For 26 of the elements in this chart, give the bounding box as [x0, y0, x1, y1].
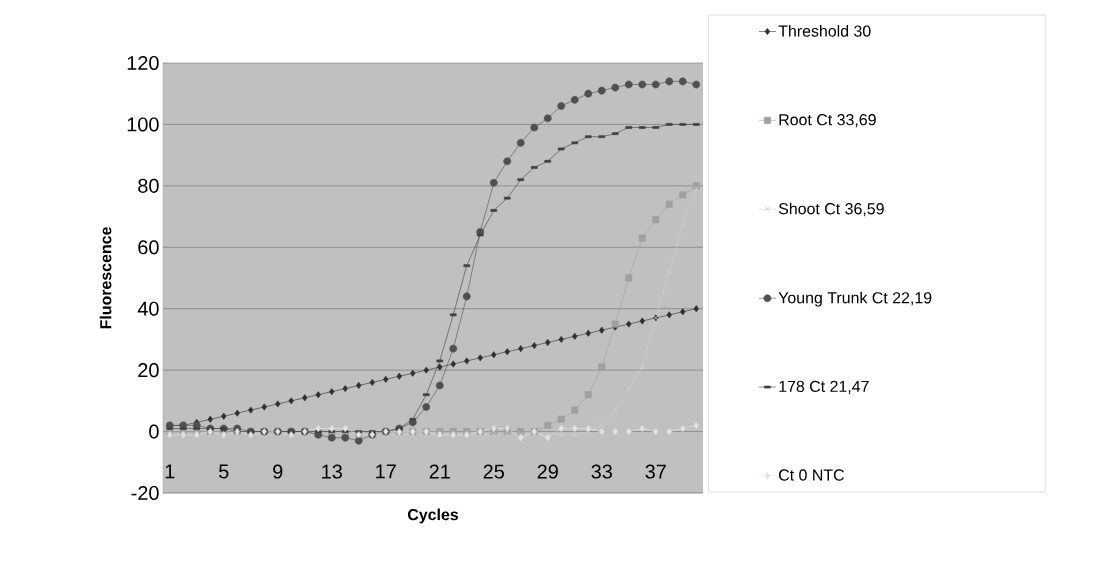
x-tick-label: 21	[429, 464, 450, 479]
x-tick-label: 37	[645, 464, 666, 479]
legend-label: Ct 0 NTC	[779, 469, 845, 481]
y-tick-label: 0	[149, 424, 159, 439]
x-tick-label: 29	[537, 464, 558, 479]
x-tick-label: 17	[376, 464, 396, 479]
y-tick-label: 20	[138, 363, 159, 378]
x-tick-label: 5	[219, 464, 229, 479]
x-tick-label: 13	[322, 464, 342, 479]
y-tick-label: 120	[127, 55, 159, 71]
x-tick-label: 33	[591, 464, 612, 479]
y-tick-label: 60	[138, 240, 159, 255]
x-tick-label: 1	[165, 464, 175, 479]
legend-label: Shoot Ct 36,59	[778, 202, 884, 217]
x-tick-label: 25	[483, 464, 504, 479]
x-axis-title: Cycles	[407, 508, 459, 524]
y-tick-label: -20	[131, 485, 159, 501]
legend-label: Threshold 30	[778, 25, 871, 37]
legend-label: 178 Ct 21,47	[779, 380, 869, 394]
y-tick-label: 40	[137, 301, 159, 316]
y-axis-title: Fluorescence	[99, 227, 112, 329]
legend-label: Root Ct 33,69	[779, 114, 876, 128]
legend-label: Young Trunk Ct 22,19	[778, 291, 932, 307]
y-tick-label: 100	[127, 117, 159, 132]
x-tick-label: 9	[273, 464, 283, 479]
y-tick-label: 80	[138, 178, 159, 193]
